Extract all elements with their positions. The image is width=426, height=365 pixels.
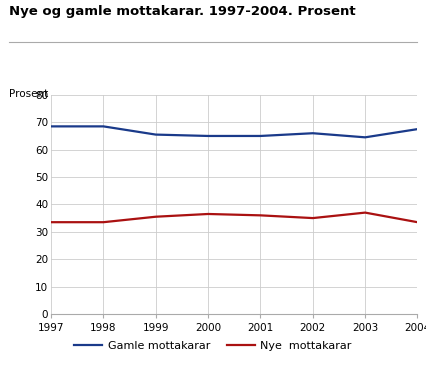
Gamle mottakarar xyxy=(206,134,211,138)
Text: Prosent: Prosent xyxy=(9,89,48,99)
Nye  mottakarar xyxy=(206,212,211,216)
Gamle mottakarar xyxy=(415,127,420,131)
Nye  mottakarar xyxy=(415,220,420,224)
Nye  mottakarar xyxy=(310,216,315,220)
Text: Nye og gamle mottakarar. 1997-2004. Prosent: Nye og gamle mottakarar. 1997-2004. Pros… xyxy=(9,5,355,19)
Line: Gamle mottakarar: Gamle mottakarar xyxy=(51,126,417,137)
Gamle mottakarar xyxy=(310,131,315,135)
Line: Nye  mottakarar: Nye mottakarar xyxy=(51,212,417,222)
Nye  mottakarar xyxy=(101,220,106,224)
Nye  mottakarar xyxy=(49,220,54,224)
Gamle mottakarar xyxy=(49,124,54,128)
Legend: Gamle mottakarar, Nye  mottakarar: Gamle mottakarar, Nye mottakarar xyxy=(70,337,356,356)
Nye  mottakarar xyxy=(153,215,158,219)
Gamle mottakarar xyxy=(101,124,106,128)
Nye  mottakarar xyxy=(363,210,368,215)
Gamle mottakarar xyxy=(153,132,158,137)
Gamle mottakarar xyxy=(363,135,368,139)
Gamle mottakarar xyxy=(258,134,263,138)
Nye  mottakarar xyxy=(258,213,263,218)
